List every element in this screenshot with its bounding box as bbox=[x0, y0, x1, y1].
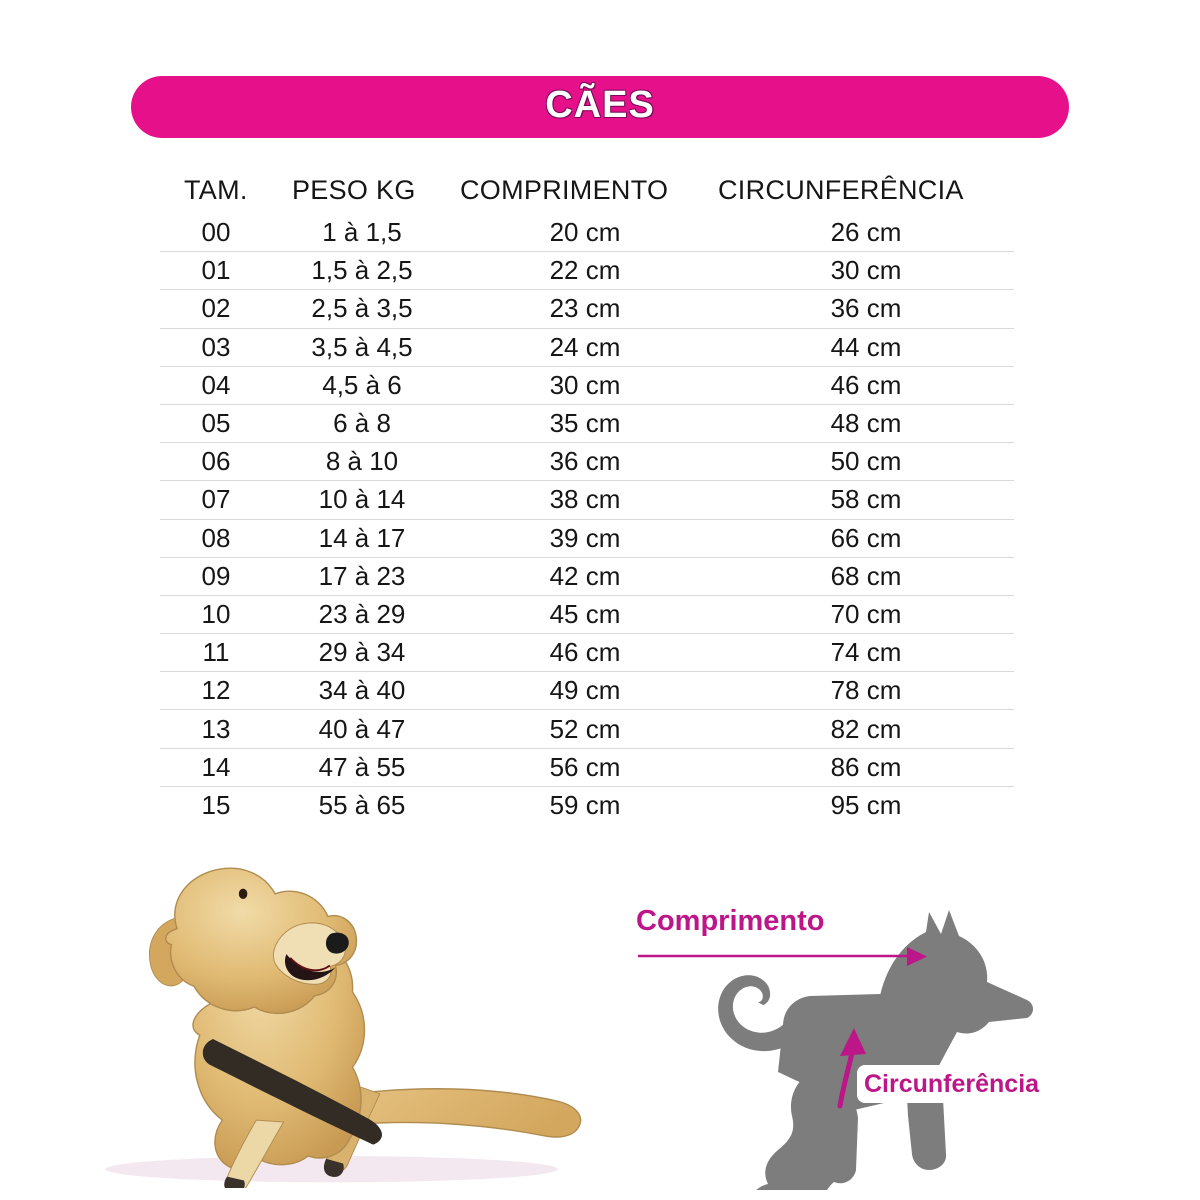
svg-text:Comprimento: Comprimento bbox=[636, 905, 825, 937]
svg-text:Circunferência: Circunferência bbox=[864, 1070, 1040, 1098]
